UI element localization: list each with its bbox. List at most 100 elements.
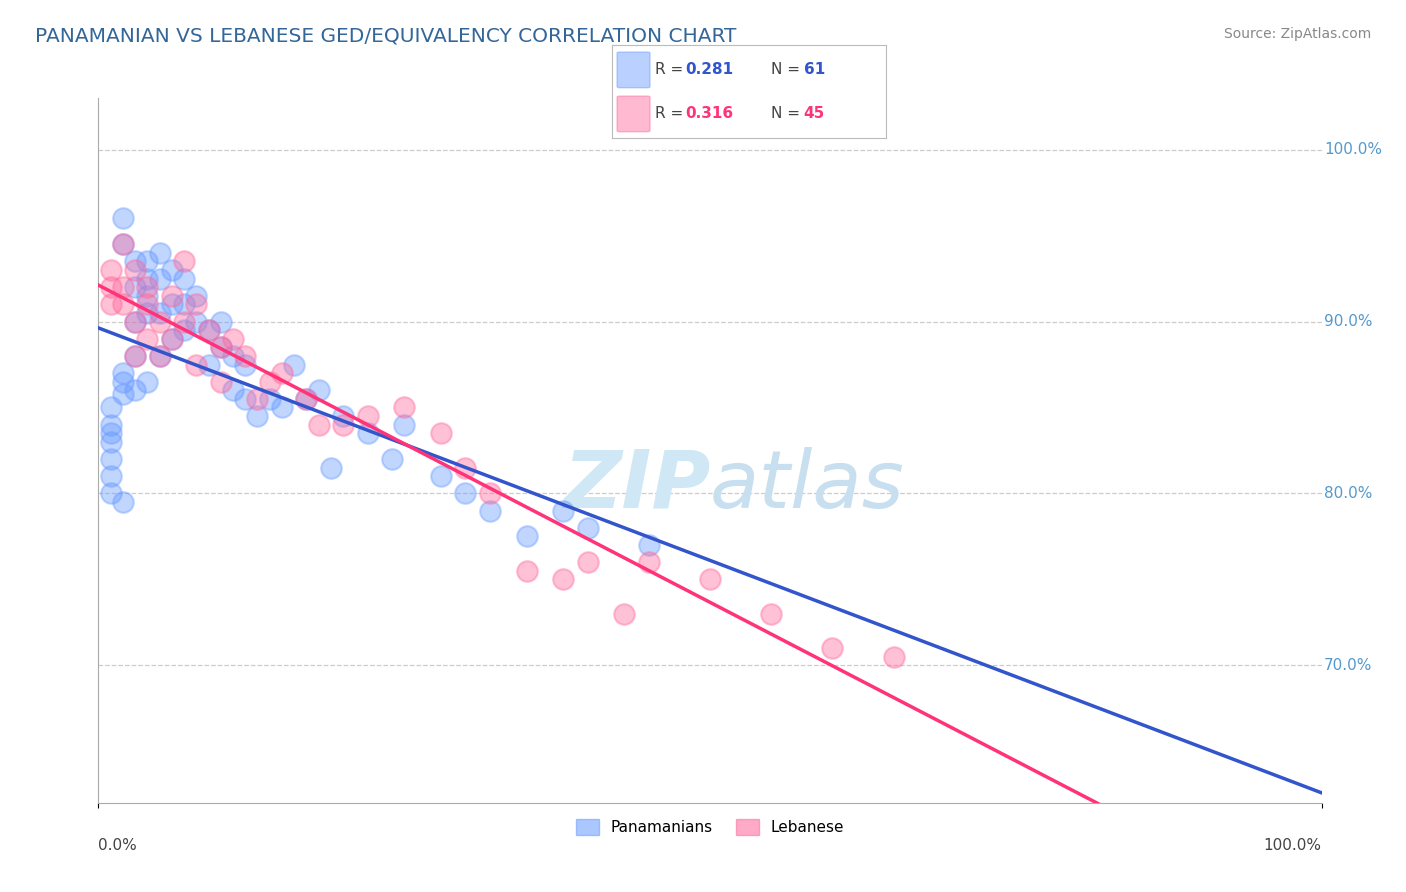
Point bbox=[259, 392, 281, 406]
Text: 0.0%: 0.0% bbox=[98, 838, 138, 853]
Point bbox=[100, 263, 122, 277]
Text: N =: N = bbox=[770, 62, 804, 78]
Text: PANAMANIAN VS LEBANESE GED/EQUIVALENCY CORRELATION CHART: PANAMANIAN VS LEBANESE GED/EQUIVALENCY C… bbox=[35, 27, 737, 45]
Point bbox=[259, 375, 281, 389]
Text: 61: 61 bbox=[804, 62, 825, 78]
Point bbox=[149, 271, 172, 285]
Point bbox=[149, 306, 172, 320]
Point bbox=[124, 349, 146, 363]
Text: R =: R = bbox=[655, 62, 689, 78]
Point bbox=[222, 384, 245, 398]
Point bbox=[100, 469, 122, 483]
Point bbox=[160, 332, 183, 346]
Text: 0.316: 0.316 bbox=[686, 106, 734, 121]
Point bbox=[553, 573, 575, 587]
Point bbox=[100, 417, 122, 432]
Point bbox=[160, 263, 183, 277]
Point bbox=[478, 486, 501, 500]
Point bbox=[699, 573, 721, 587]
Point bbox=[136, 271, 159, 285]
Point bbox=[100, 297, 122, 311]
Point bbox=[136, 280, 159, 294]
Point bbox=[270, 401, 294, 415]
Point bbox=[515, 564, 537, 578]
Point bbox=[197, 358, 219, 372]
Text: 0.281: 0.281 bbox=[686, 62, 734, 78]
Point bbox=[576, 555, 599, 569]
Point bbox=[149, 349, 172, 363]
Point bbox=[111, 237, 134, 252]
Point bbox=[100, 486, 122, 500]
Point bbox=[173, 323, 195, 337]
Point bbox=[136, 306, 159, 320]
Point bbox=[392, 401, 416, 415]
Point bbox=[209, 340, 232, 354]
Point bbox=[111, 297, 134, 311]
Text: N =: N = bbox=[770, 106, 804, 121]
Point bbox=[454, 460, 477, 475]
Point bbox=[356, 426, 378, 441]
Point bbox=[222, 349, 245, 363]
Point bbox=[270, 366, 294, 380]
Point bbox=[308, 384, 330, 398]
Point bbox=[613, 607, 636, 621]
Point bbox=[100, 426, 122, 441]
Point bbox=[111, 386, 134, 401]
Text: R =: R = bbox=[655, 106, 689, 121]
Point bbox=[186, 297, 208, 311]
Point bbox=[160, 332, 183, 346]
Point bbox=[319, 460, 342, 475]
Point bbox=[173, 297, 195, 311]
Point bbox=[332, 417, 354, 432]
Point bbox=[332, 409, 354, 423]
Point bbox=[186, 314, 208, 328]
Point bbox=[173, 314, 195, 328]
Point bbox=[478, 503, 501, 517]
Point bbox=[100, 280, 122, 294]
Point bbox=[136, 375, 159, 389]
Point bbox=[100, 401, 122, 415]
Point bbox=[430, 426, 453, 441]
Point bbox=[111, 366, 134, 380]
Point bbox=[233, 358, 256, 372]
Text: 100.0%: 100.0% bbox=[1264, 838, 1322, 853]
Point bbox=[308, 417, 330, 432]
Point bbox=[222, 332, 245, 346]
FancyBboxPatch shape bbox=[617, 96, 650, 132]
Text: Source: ZipAtlas.com: Source: ZipAtlas.com bbox=[1223, 27, 1371, 41]
Text: ZIP: ZIP bbox=[562, 447, 710, 524]
Point bbox=[100, 452, 122, 467]
Point bbox=[173, 254, 195, 268]
Point bbox=[100, 434, 122, 449]
Point bbox=[149, 245, 172, 260]
Point bbox=[160, 289, 183, 303]
Point bbox=[149, 349, 172, 363]
Point bbox=[111, 280, 134, 294]
Point bbox=[430, 469, 453, 483]
Point bbox=[197, 323, 219, 337]
Point bbox=[124, 263, 146, 277]
Point bbox=[246, 409, 269, 423]
Point bbox=[515, 529, 537, 543]
Text: 90.0%: 90.0% bbox=[1324, 314, 1372, 329]
Point bbox=[124, 314, 146, 328]
Point bbox=[233, 349, 256, 363]
Text: atlas: atlas bbox=[710, 447, 905, 524]
Point bbox=[209, 340, 232, 354]
Point bbox=[381, 452, 404, 467]
Point bbox=[124, 349, 146, 363]
Point bbox=[136, 297, 159, 311]
Text: 80.0%: 80.0% bbox=[1324, 486, 1372, 501]
Point bbox=[553, 503, 575, 517]
Text: 45: 45 bbox=[804, 106, 825, 121]
Point bbox=[761, 607, 783, 621]
Point bbox=[356, 409, 378, 423]
Point bbox=[295, 392, 318, 406]
Point bbox=[637, 538, 661, 552]
Point bbox=[160, 297, 183, 311]
Point bbox=[209, 375, 232, 389]
Point bbox=[149, 314, 172, 328]
Point bbox=[454, 486, 477, 500]
Text: 70.0%: 70.0% bbox=[1324, 657, 1372, 673]
Point bbox=[186, 289, 208, 303]
